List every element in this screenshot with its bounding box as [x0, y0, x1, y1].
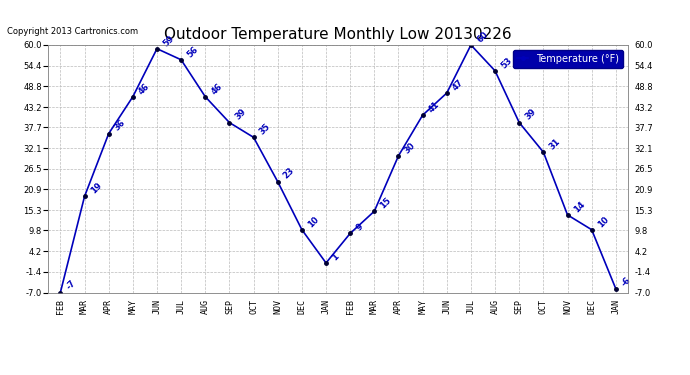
Text: 46: 46: [210, 81, 224, 96]
Text: 30: 30: [403, 141, 417, 155]
Text: 53: 53: [500, 56, 514, 70]
Text: 35: 35: [258, 122, 273, 136]
Legend: Temperature (°F): Temperature (°F): [513, 50, 623, 68]
Text: 9: 9: [355, 222, 365, 232]
Text: Copyright 2013 Cartronics.com: Copyright 2013 Cartronics.com: [7, 27, 138, 36]
Text: 19: 19: [89, 181, 104, 196]
Text: 10: 10: [306, 214, 321, 229]
Text: 23: 23: [282, 166, 297, 181]
Text: 36: 36: [113, 118, 128, 133]
Text: 39: 39: [234, 107, 248, 122]
Text: 59: 59: [161, 33, 176, 48]
Text: -6: -6: [620, 275, 633, 288]
Text: 31: 31: [548, 137, 562, 152]
Text: 47: 47: [451, 78, 466, 92]
Text: 10: 10: [596, 214, 611, 229]
Text: 15: 15: [379, 196, 393, 210]
Text: 39: 39: [524, 107, 538, 122]
Text: -7: -7: [65, 279, 77, 292]
Text: 60: 60: [475, 30, 490, 44]
Text: 56: 56: [186, 44, 200, 59]
Title: Outdoor Temperature Monthly Low 20130226: Outdoor Temperature Monthly Low 20130226: [164, 27, 512, 42]
Text: 41: 41: [427, 100, 442, 114]
Text: 1: 1: [331, 252, 341, 262]
Text: 14: 14: [572, 200, 586, 214]
Text: 46: 46: [137, 81, 152, 96]
